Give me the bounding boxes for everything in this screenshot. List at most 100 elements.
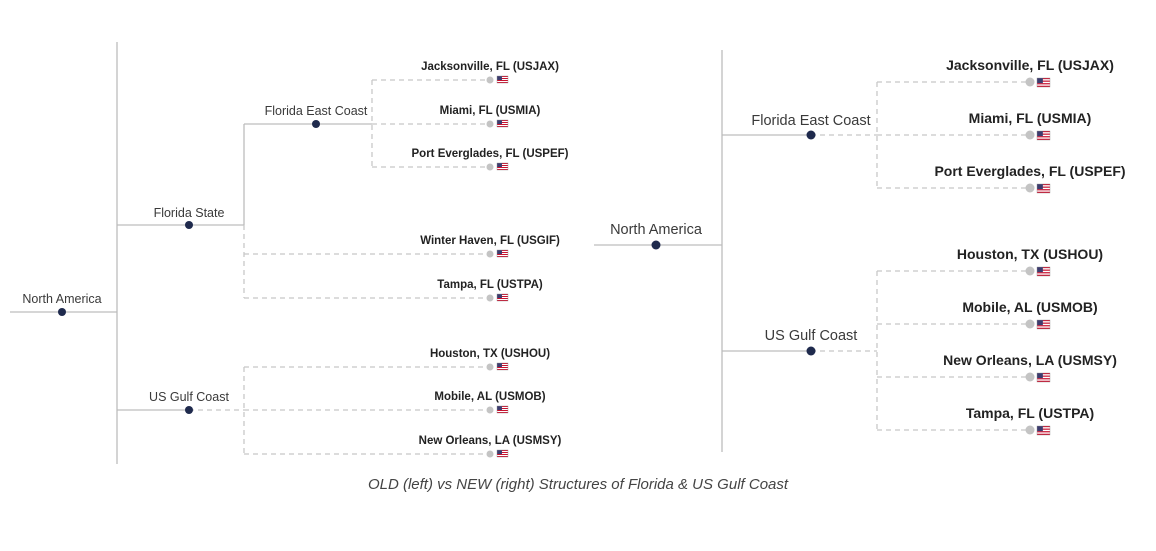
flag-stripe	[497, 298, 508, 299]
flag-stripe	[1037, 78, 1050, 80]
flag-stripe	[1037, 137, 1050, 139]
flag-border	[1036, 266, 1051, 277]
flag-stripe	[1037, 432, 1050, 434]
port-dot	[486, 294, 494, 302]
flag-stripe	[497, 79, 508, 80]
flag-stripe	[1037, 132, 1050, 134]
flag-stripe	[497, 296, 508, 297]
port-label: New Orleans, LA (USMSY)	[419, 435, 562, 447]
flag-stripe	[1037, 134, 1050, 137]
right-group-label: US Gulf Coast	[765, 328, 858, 344]
flag-border	[496, 249, 509, 258]
flag-stripe	[1037, 274, 1050, 276]
flag-border	[1036, 319, 1051, 330]
left-group-label: US Gulf Coast	[149, 390, 229, 404]
flag-stripe	[497, 364, 508, 365]
us-flag-icon	[1036, 319, 1051, 330]
port-dot	[486, 76, 494, 84]
flag-stripe	[1037, 131, 1050, 133]
port-dot	[486, 120, 494, 128]
flag-canton	[1037, 78, 1043, 84]
flag-stripe	[497, 80, 508, 81]
us-flag-icon	[496, 249, 509, 258]
us-flag-icon	[496, 162, 509, 171]
flag-border	[1036, 130, 1051, 141]
port-dot	[486, 450, 494, 458]
flag-stripe	[497, 78, 508, 79]
port-dot	[1025, 372, 1035, 382]
flag-stripe	[497, 368, 508, 369]
flag-stripe	[1037, 136, 1050, 138]
flag-stripe	[1037, 79, 1050, 81]
port-dot	[486, 363, 494, 371]
flag-stripe	[497, 168, 508, 169]
flag-canton	[497, 363, 502, 367]
flag-stripe	[1037, 190, 1050, 192]
flag-stripe	[1037, 426, 1050, 428]
flag-stripe	[1037, 373, 1050, 375]
flag-stripe	[497, 407, 508, 408]
flag-stripe	[497, 256, 508, 257]
right-group-label: Florida East Coast	[751, 113, 870, 129]
flag-stripe	[1037, 379, 1050, 381]
left-root-node	[58, 308, 66, 316]
flag-stripe	[497, 255, 508, 256]
flag-stripe	[1037, 84, 1050, 86]
flag-stripe	[1037, 270, 1050, 273]
flag-stripe	[1037, 320, 1050, 322]
flag-stripe	[497, 363, 508, 364]
flag-stripe	[1037, 378, 1050, 380]
us-flag-icon	[1036, 266, 1051, 277]
right-root-node	[651, 240, 661, 250]
flag-stripe	[497, 408, 508, 409]
flag-stripe	[497, 451, 508, 452]
flag-stripe	[497, 164, 508, 165]
flag-border	[496, 362, 509, 371]
port-label: Tampa, FL (USTPA)	[437, 279, 543, 291]
flag-stripe	[1037, 80, 1050, 82]
flag-stripe	[497, 454, 508, 455]
flag-stripe	[1037, 321, 1050, 323]
flag-canton	[497, 76, 502, 80]
flag-canton	[1037, 131, 1043, 137]
flag-stripe	[1037, 375, 1050, 377]
port-dot	[1025, 130, 1035, 140]
flag-stripe	[497, 409, 508, 410]
us-flag-icon	[496, 119, 509, 128]
right-root-label: North America	[610, 222, 703, 238]
flag-border	[1036, 183, 1051, 194]
us-flag-icon	[1036, 372, 1051, 383]
flag-stripe	[497, 410, 508, 411]
port-label: Houston, TX (USHOU)	[430, 348, 550, 360]
flag-stripe	[497, 452, 508, 453]
flag-canton	[497, 294, 502, 298]
left-group-label: Florida State	[154, 206, 225, 220]
port-dot	[1025, 77, 1035, 87]
flag-stripe	[497, 165, 508, 166]
port-label: Mobile, AL (USMOB)	[962, 299, 1097, 315]
us-flag-icon	[1036, 77, 1051, 88]
left-subgroup-node	[312, 120, 320, 128]
flag-stripe	[497, 82, 508, 83]
flag-stripe	[497, 411, 508, 412]
flag-stripe	[1037, 380, 1050, 382]
flag-stripe	[497, 123, 508, 124]
port-dot	[1025, 425, 1035, 435]
flag-canton	[497, 120, 502, 124]
flag-border	[496, 449, 509, 458]
flag-stripe	[1037, 133, 1050, 135]
us-flag-icon	[1036, 183, 1051, 194]
us-flag-icon	[496, 405, 509, 414]
flag-stripe	[497, 121, 508, 122]
flag-border	[496, 162, 509, 171]
flag-stripe	[497, 450, 508, 451]
flag-stripe	[497, 167, 508, 168]
flag-canton	[1037, 184, 1043, 190]
flag-stripe	[1037, 374, 1050, 376]
flag-stripe	[497, 297, 508, 298]
flag-stripe	[1037, 187, 1050, 190]
flag-stripe	[497, 455, 508, 456]
flag-stripe	[1037, 433, 1050, 435]
us-flag-icon	[1036, 130, 1051, 141]
port-label: Miami, FL (USMIA)	[969, 110, 1092, 126]
